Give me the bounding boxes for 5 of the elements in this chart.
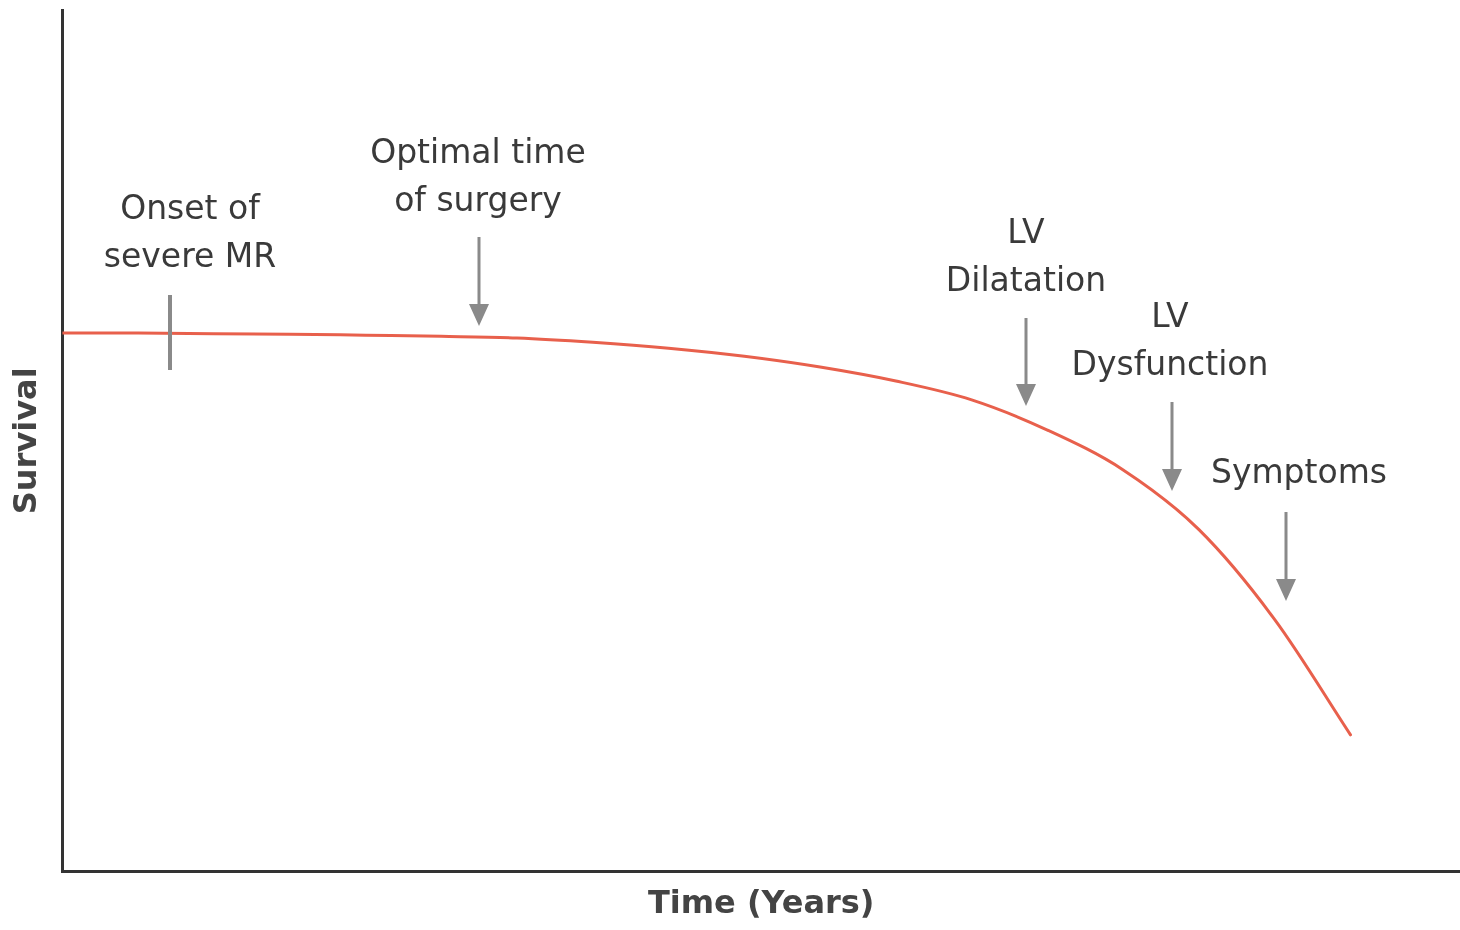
text: Onset of severe MR — [102, 187, 278, 277]
x-axis-title: Time (Years) — [647, 883, 875, 922]
annotation: Symptoms — [1209, 451, 1388, 493]
text: Optimal time of surgery — [369, 131, 587, 221]
y-axis-title: Survival — [5, 367, 44, 515]
